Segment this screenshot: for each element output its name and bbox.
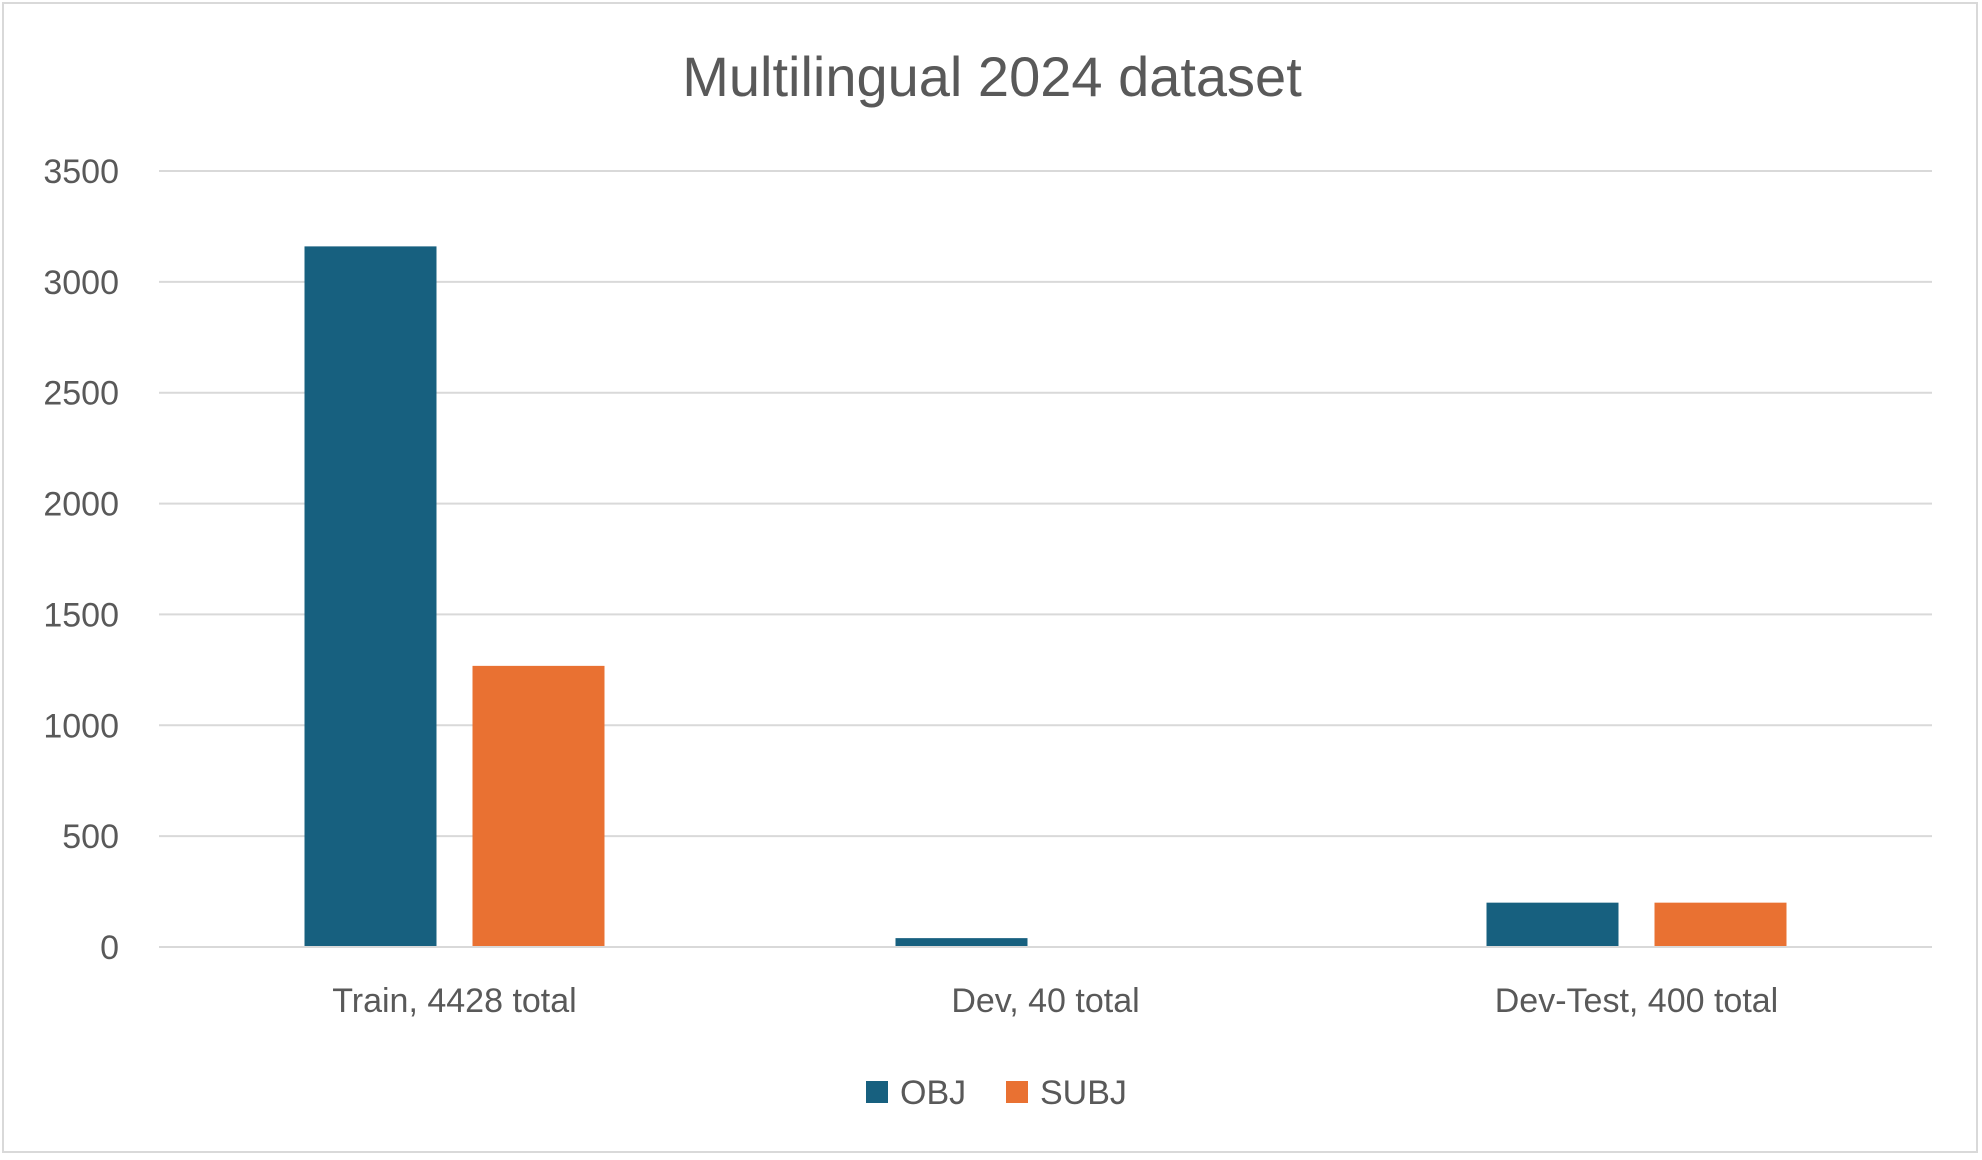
legend: OBJ SUBJ bbox=[866, 1074, 1127, 1112]
y-tick-label: 3500 bbox=[43, 153, 119, 191]
chart-title: Multilingual 2024 dataset bbox=[682, 45, 1302, 108]
legend-label: SUBJ bbox=[1040, 1074, 1127, 1112]
legend-swatch-obj bbox=[866, 1081, 888, 1103]
bar-obj-1 bbox=[895, 938, 1028, 947]
y-tick-label: 1000 bbox=[43, 707, 119, 745]
bar-obj-0 bbox=[304, 246, 437, 947]
y-tick-label: 0 bbox=[100, 929, 119, 967]
y-tick-label: 500 bbox=[62, 818, 119, 856]
y-tick-label: 2000 bbox=[43, 486, 119, 524]
legend-item-obj: OBJ bbox=[866, 1074, 966, 1112]
legend-item-subj: SUBJ bbox=[1006, 1074, 1127, 1112]
legend-label: OBJ bbox=[900, 1074, 966, 1112]
y-tick-label: 1500 bbox=[43, 596, 119, 634]
bars bbox=[159, 246, 1932, 948]
gridlines bbox=[159, 170, 1932, 948]
bar-chart: Multilingual 2024 dataset 0 500 1000 1500 20… bbox=[43, 45, 1932, 1112]
bar-subj-0 bbox=[472, 665, 605, 947]
bar-obj-2 bbox=[1486, 902, 1619, 947]
x-tick-label: Train, 4428 total bbox=[332, 982, 576, 1020]
y-tick-label: 2500 bbox=[43, 375, 119, 413]
bar-subj-2 bbox=[1654, 902, 1787, 947]
legend-swatch-subj bbox=[1006, 1081, 1028, 1103]
x-tick-label: Dev-Test, 400 total bbox=[1495, 982, 1778, 1020]
y-tick-label: 3000 bbox=[43, 264, 119, 302]
x-axis-ticks: Train, 4428 total Dev, 40 total Dev-Test, … bbox=[332, 982, 1778, 1020]
x-tick-label: Dev, 40 total bbox=[951, 982, 1139, 1020]
y-axis-ticks: 0 500 1000 1500 2000 2500 3000 3500 bbox=[43, 153, 119, 967]
